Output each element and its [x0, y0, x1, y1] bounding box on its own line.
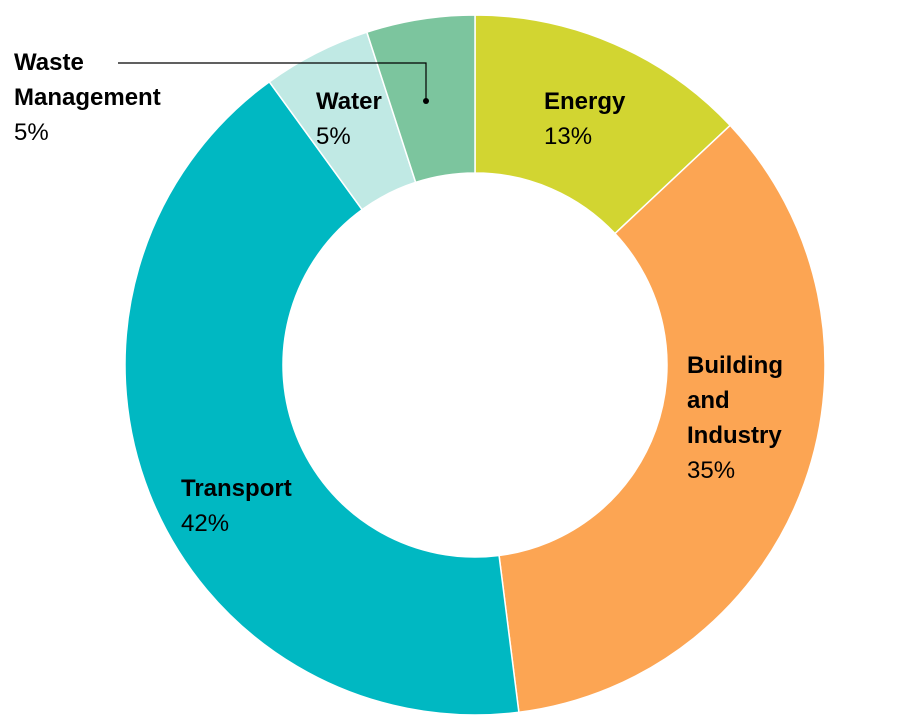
label-energy-value: 13%: [544, 123, 593, 150]
label-water-name: Water: [316, 88, 382, 115]
slice-energy: [474, 14, 732, 235]
slice-transport: [124, 80, 520, 716]
label-water-value: 5%: [316, 123, 351, 150]
label-transport-name: Transport: [181, 475, 292, 502]
label-building-and-industry-value: 35%: [687, 457, 736, 484]
label-building-and-industry: Building and Industry 35%: [687, 348, 783, 488]
label-transport-value: 42%: [181, 510, 230, 537]
slice-building-and-industry: [498, 124, 826, 714]
donut-slices: [124, 14, 826, 716]
label-building-and-industry-name: Building and Industry: [687, 352, 783, 449]
slice-waste-management: [365, 14, 476, 184]
label-waste-management-value: 5%: [14, 119, 49, 146]
label-transport: Transport 42%: [181, 471, 292, 541]
label-water: Water 5%: [316, 84, 382, 154]
label-waste-management-name: Waste Management: [14, 49, 161, 111]
label-energy: Energy 13%: [544, 84, 625, 154]
waste-management-leader-line: [118, 62, 429, 104]
label-energy-name: Energy: [544, 88, 626, 115]
label-waste-management: Waste Management 5%: [14, 45, 161, 150]
